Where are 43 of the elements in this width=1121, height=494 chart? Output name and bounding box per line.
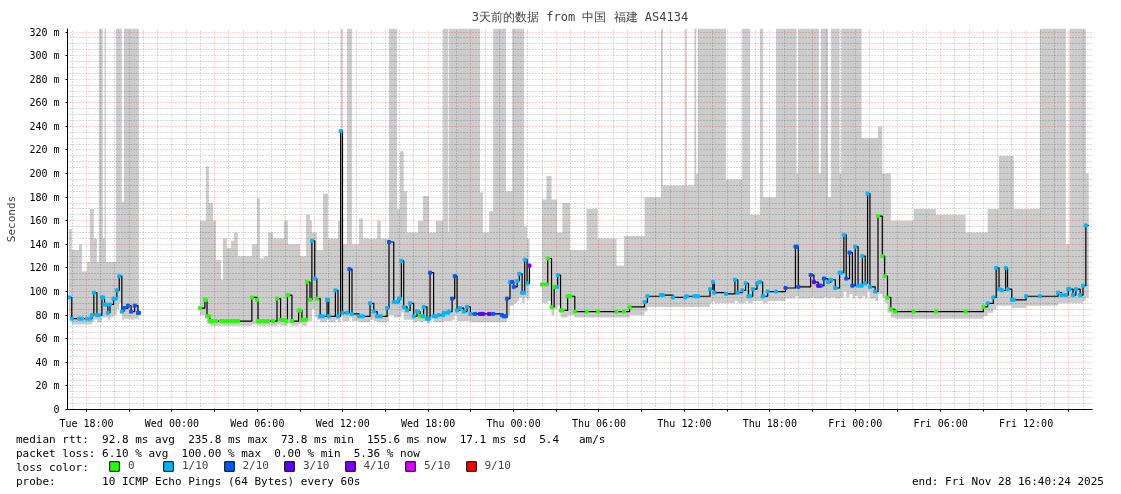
legend-title: loss color: [16,461,89,475]
x-tick-label: Wed 12:00 [315,417,370,429]
y-tick-label: 100 m [29,286,60,298]
x-tick-label: Wed 18:00 [401,417,456,429]
x-tick-label: Fri 12:00 [998,417,1054,429]
y-axis-title: Seconds [5,195,19,243]
legend-label: 5/10 [424,459,451,472]
y-tick-label: 80 m [35,309,60,321]
x-tick-label: Fri 06:00 [913,417,968,429]
legend-label: 4/10 [363,459,390,472]
x-tick-label: Thu 12:00 [657,417,712,429]
y-tick-label: 20 m [35,380,60,392]
x-tick-label: Wed 00:00 [144,417,199,429]
y-tick-label: 0 [53,404,60,415]
y-tick-label: 60 m [35,333,60,345]
y-tick-label: 180 m [29,191,60,203]
text: median rtt: 92.8 ms avg 235.8 ms max 73.8 ms min 155.6 ms now 17.1 ms sd 5.4 am/s [16,433,606,447]
x-tick-label: Wed 06:00 [230,417,285,429]
y-tick-label: 280 m [29,73,60,85]
y-tick-label: 200 m [29,168,60,180]
legend-label: 9/10 [484,459,511,472]
text: packet loss: 6.10 % avg 100.00 % max 0.00 % min 5.36 % now [16,447,420,461]
text: end: Fri Nov 28 16:40:24 2025 [911,475,1104,489]
y-tick-label: 240 m [29,120,60,132]
y-tick-label: 160 m [29,215,60,227]
x-tick-label: Tue 18:00 [59,417,114,429]
x-tick-label: Fri 00:00 [828,417,883,429]
y-tick-label: 120 m [29,262,60,274]
y-tick-label: 300 m [29,50,60,62]
legend-label: 2/10 [242,459,269,472]
chart-title: 3天前的数据 from 中国 福建 AS4134 [471,9,689,24]
y-tick-label: 140 m [29,238,60,250]
x-tick-label: Thu 06:00 [571,417,627,429]
x-tick-label: Thu 00:00 [486,417,541,429]
y-tick-label: 40 m [35,356,60,368]
y-tick-label: 260 m [29,97,60,109]
legend-label: 1/10 [182,459,209,472]
y-tick-label: 320 m [29,26,60,38]
y-tick-label: 220 m [29,144,60,156]
legend-label: 3/10 [303,459,330,472]
x-tick-label: Thu 18:00 [742,417,797,429]
text: probe: 10 ICMP Echo Pings (64 Bytes) every 60s [16,475,361,489]
legend-label: 0 [128,459,136,472]
